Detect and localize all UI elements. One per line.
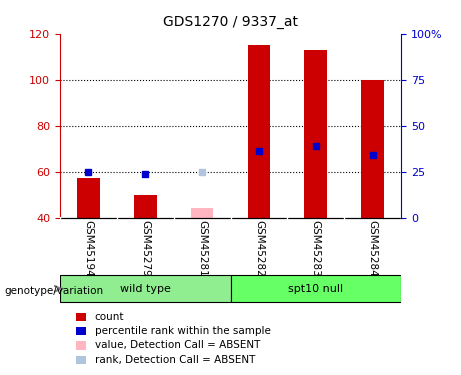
Text: GDS1270 / 9337_at: GDS1270 / 9337_at <box>163 15 298 29</box>
Bar <box>304 50 327 217</box>
Bar <box>60 275 230 302</box>
Text: count: count <box>95 312 124 322</box>
Text: value, Detection Call = ABSENT: value, Detection Call = ABSENT <box>95 340 260 350</box>
Text: percentile rank within the sample: percentile rank within the sample <box>95 326 271 336</box>
Text: GSM45281: GSM45281 <box>197 220 207 277</box>
Text: GSM45279: GSM45279 <box>140 220 150 277</box>
Bar <box>76 327 86 335</box>
Text: GSM45282: GSM45282 <box>254 220 264 277</box>
Bar <box>134 195 157 217</box>
Bar <box>361 80 384 218</box>
Bar <box>77 178 100 218</box>
Text: spt10 null: spt10 null <box>288 284 343 294</box>
Bar <box>191 209 213 218</box>
Bar <box>76 341 86 350</box>
Bar <box>76 356 86 364</box>
Bar <box>230 275 401 302</box>
Text: GSM45194: GSM45194 <box>83 220 94 277</box>
Text: GSM45283: GSM45283 <box>311 220 321 277</box>
Text: GSM45284: GSM45284 <box>367 220 378 277</box>
Text: rank, Detection Call = ABSENT: rank, Detection Call = ABSENT <box>95 355 255 364</box>
Bar <box>248 45 270 218</box>
Bar <box>76 313 86 321</box>
Text: wild type: wild type <box>120 284 171 294</box>
Text: genotype/variation: genotype/variation <box>5 286 104 296</box>
